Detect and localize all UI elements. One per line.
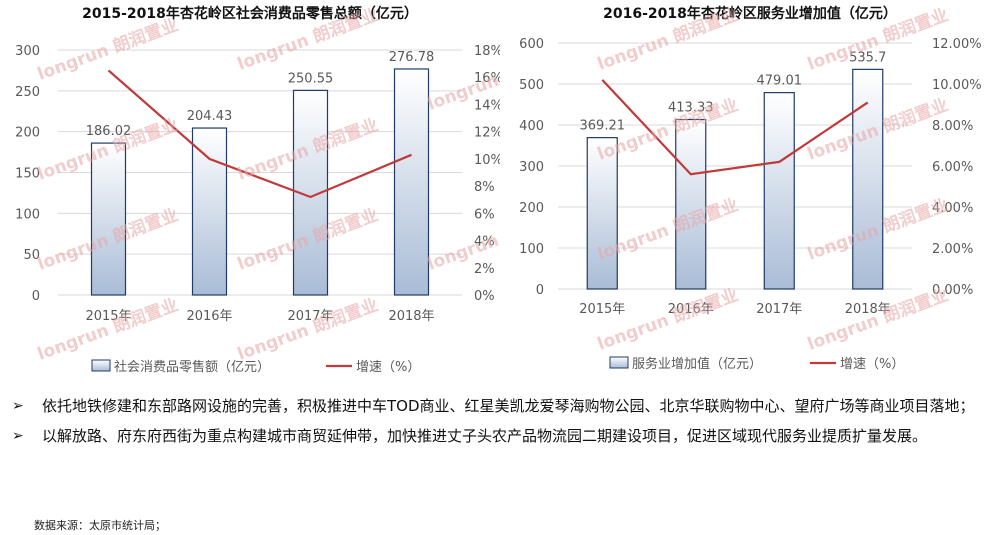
service-industry-chart-svg: 2016-2018年杏花岭区服务业增加值（亿元） 0 100 200 300 400 500… [519, 4, 982, 372]
bullet-list: ➢ 依托地铁修建和东部路网设施的完善，积极推进中车TOD商业、红星美凯龙爱琴海购… [12, 393, 990, 453]
y-tick-label: 300 [15, 44, 40, 59]
y-tick-label: 0 [32, 289, 40, 304]
y-tick-label: 0 [536, 283, 544, 298]
data-label: 250.55 [288, 71, 334, 86]
legend-label: 服务业增加值（亿元） [632, 356, 762, 372]
bar [852, 68, 884, 290]
y2-tick-label: 18% [474, 44, 500, 59]
y2-tick-label: 2% [474, 262, 495, 277]
watermark-text: longrun 朗润置业 [595, 284, 742, 354]
bullet-item: ➢ 以解放路、府东府西街为重点构建城市商贸延伸带，加快推进丈子头农产品物流园二期… [12, 423, 990, 449]
data-label: 204.43 [187, 109, 233, 124]
data-label: 535.7 [849, 50, 886, 65]
watermark-text: longrun 朗润置业 [235, 294, 382, 364]
data-label: 186.02 [86, 124, 132, 139]
y2-tick-label: 12% [474, 126, 500, 141]
y-tick-label: 300 [519, 160, 544, 175]
bullet-text: 依托地铁修建和东部路网设施的完善，积极推进中车TOD商业、红星美凯龙爱琴海购物公… [42, 397, 975, 415]
bar [90, 142, 127, 296]
y-tick-label: 400 [519, 119, 544, 134]
x-tick-label: 2015年 [85, 309, 131, 324]
data-label: 479.01 [757, 74, 803, 89]
growth-rate-line [601, 79, 869, 176]
x-tick-label: 2017年 [287, 309, 333, 324]
legend-label: 增速（%） [356, 360, 420, 375]
bar [763, 92, 795, 290]
legend-label: 社会消费品零售额（亿元） [114, 359, 270, 375]
data-label: 369.21 [580, 119, 626, 134]
bar [675, 118, 707, 290]
watermark-text: longrun 朗润置业 [35, 294, 182, 364]
y2-tick-label: 16% [474, 71, 500, 86]
retail-sales-chart-svg: 2015-2018年杏花岭区社会消费品零售总额（亿元） 0 50 100 150 200 2… [15, 4, 571, 375]
bar [191, 127, 228, 296]
y2-tick-label: 8.00% [932, 119, 973, 134]
y-tick-label: 100 [519, 242, 544, 257]
y2-tick-label: 8% [474, 180, 495, 195]
y2-tick-label: 4% [474, 235, 495, 250]
y2-tick-label: 12.00% [932, 37, 982, 52]
watermark-text: longrun 朗润置业 [35, 14, 182, 84]
bullet-text: 以解放路、府东府西街为重点构建城市商贸延伸带，加快推进丈子头农产品物流园二期建设… [42, 427, 928, 445]
y-tick-label: 250 [15, 85, 40, 100]
y2-tick-label: 4.00% [932, 201, 973, 216]
bar [586, 137, 618, 290]
legend-bar-swatch [609, 356, 629, 369]
data-label: 413.33 [668, 101, 714, 116]
legend-label: 增速（%） [840, 357, 904, 372]
y2-tick-label: 10% [474, 153, 500, 168]
x-tick-label: 2016年 [668, 302, 714, 317]
y-tick-label: 500 [519, 78, 544, 93]
y-tick-label: 200 [15, 126, 40, 141]
data-label: 276.78 [389, 50, 435, 65]
watermark-text: longrun 朗润置业 [805, 284, 952, 354]
y2-tick-label: 0.00% [932, 283, 973, 298]
arrow-bullet-icon: ➢ [12, 398, 24, 414]
legend-bar-swatch [91, 359, 111, 372]
x-tick-label: 2017年 [756, 302, 802, 317]
y2-tick-label: 0% [474, 289, 495, 304]
y2-tick-label: 2.00% [932, 242, 973, 257]
data-source-note: 数据来源：太原市统计局； [34, 519, 166, 532]
growth-rate-line [107, 69, 412, 199]
y-tick-label: 600 [519, 37, 544, 52]
retail-sales-chart: 2015-2018年杏花岭区社会消费品零售总额（亿元） 0 50 100 150 200 2… [0, 0, 571, 380]
arrow-bullet-icon: ➢ [12, 428, 24, 444]
x-tick-label: 2015年 [579, 302, 625, 317]
y-tick-label: 200 [519, 201, 544, 216]
chart-title: 2015-2018年杏花岭区社会消费品零售总额（亿元） [82, 5, 418, 22]
y-tick-label: 150 [15, 167, 40, 182]
x-tick-label: 2018年 [845, 302, 891, 317]
x-tick-label: 2018年 [388, 309, 434, 324]
y2-tick-label: 10.00% [932, 78, 982, 93]
service-industry-chart: 2016-2018年杏花岭区服务业增加值（亿元） 0 100 200 300 400 500… [500, 0, 997, 380]
bullet-item: ➢ 依托地铁修建和东部路网设施的完善，积极推进中车TOD商业、红星美凯龙爱琴海购… [12, 393, 990, 419]
bar [393, 68, 430, 296]
y2-tick-label: 6% [474, 207, 495, 222]
chart-title: 2016-2018年杏花岭区服务业增加值（亿元） [603, 5, 897, 22]
x-tick-label: 2016年 [186, 309, 232, 324]
y2-tick-label: 6.00% [932, 160, 973, 175]
y-tick-label: 100 [15, 207, 40, 222]
y-tick-label: 50 [23, 248, 40, 263]
y2-tick-label: 14% [474, 98, 500, 113]
